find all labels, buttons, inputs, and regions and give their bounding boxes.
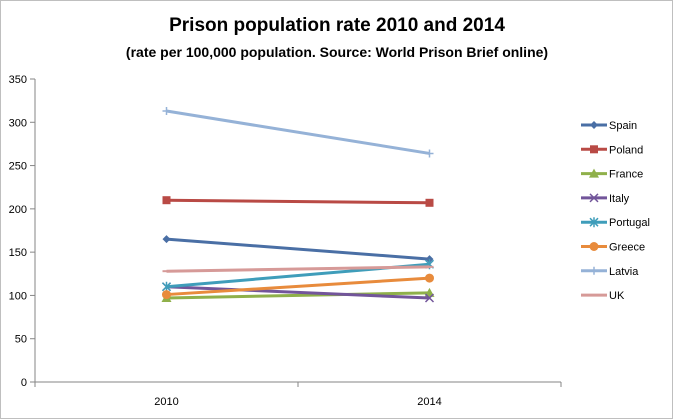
- x-tick-label: 2010: [154, 396, 178, 408]
- series-line: [166, 109, 430, 155]
- chart-title: Prison population rate 2010 and 2014: [169, 15, 505, 36]
- series-spain: [162, 235, 434, 264]
- data-point-marker: [162, 107, 171, 116]
- data-point-marker: [425, 255, 434, 264]
- axes: 0 50 100 150 200 250 300 350 2010 2014: [9, 74, 562, 408]
- series-line: [166, 285, 430, 300]
- series-greece: [162, 273, 434, 300]
- y-tick-label: 350: [9, 74, 27, 86]
- legend-item-poland: Poland: [581, 144, 643, 156]
- legend-swatch-marker: [590, 266, 598, 275]
- y-tick-label: 100: [9, 290, 27, 302]
- legend-label: Spain: [609, 120, 637, 132]
- legend-item-portugal: Portugal: [581, 217, 650, 229]
- legend-item-spain: Spain: [581, 120, 637, 132]
- series-latvia: [162, 107, 434, 158]
- series-lines: [161, 107, 435, 303]
- legend-label: Poland: [609, 144, 643, 156]
- data-point-marker: [162, 235, 171, 244]
- y-tick-label: 200: [9, 204, 27, 216]
- x-tick-label: 2014: [417, 396, 441, 408]
- series-line: [166, 198, 430, 205]
- legend-item-italy: Italy: [581, 193, 630, 205]
- legend-label: Italy: [609, 193, 630, 205]
- legend-label: France: [609, 169, 643, 181]
- y-tick-label: 300: [9, 117, 27, 129]
- y-tick-label: 150: [9, 247, 27, 259]
- legend-label: UK: [609, 290, 625, 302]
- series-line: [166, 237, 430, 261]
- y-tick-label: 50: [15, 334, 27, 346]
- series-uk: [162, 265, 434, 273]
- data-point-marker: [162, 196, 171, 205]
- legend-item-france: France: [581, 168, 643, 181]
- legend-label: Latvia: [609, 266, 639, 278]
- legend-label: Portugal: [609, 217, 650, 229]
- data-point-marker: [424, 293, 435, 303]
- data-point-marker: [162, 290, 171, 300]
- series-line: [166, 276, 430, 297]
- series-france: [161, 287, 435, 303]
- legend-swatch-marker: [589, 217, 599, 228]
- legend-item-uk: UK: [581, 290, 625, 302]
- legend-item-latvia: Latvia: [581, 266, 639, 278]
- legend: Spain Poland France Italy Portugal Greece Latv…: [581, 120, 650, 302]
- data-point-marker: [425, 273, 434, 283]
- legend-item-greece: Greece: [581, 242, 645, 254]
- data-point-marker: [425, 149, 434, 158]
- y-tick-label: 0: [21, 377, 27, 389]
- series-line: [166, 265, 430, 273]
- legend-label: Greece: [609, 242, 645, 254]
- y-tick-label: 250: [9, 161, 27, 173]
- legend-swatch-marker: [590, 121, 598, 129]
- series-line: [166, 291, 430, 300]
- legend-swatch-marker: [590, 145, 598, 154]
- legend-swatch-marker: [589, 193, 599, 203]
- legend-swatch-marker: [589, 168, 599, 178]
- series-poland: [162, 196, 434, 207]
- data-point-marker: [425, 198, 434, 207]
- legend-swatch-marker: [589, 242, 599, 251]
- chart-subtitle: (rate per 100,000 population. Source: Wo…: [126, 44, 548, 60]
